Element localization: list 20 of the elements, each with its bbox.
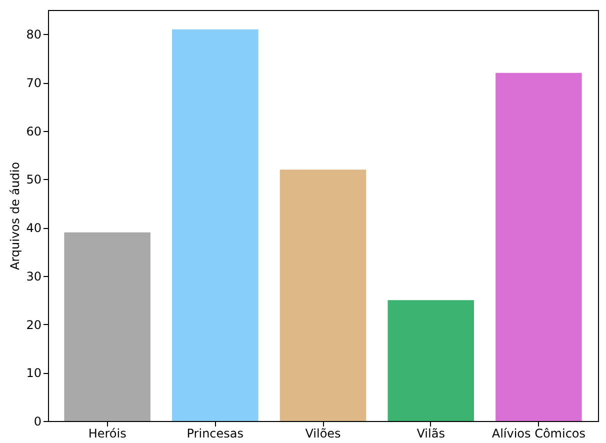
x-tick-label: Alívios Cômicos [492,426,586,440]
x-tick-label: Princesas [186,426,244,440]
y-tick-label: 60 [26,124,42,138]
x-tick-label: Vilões [305,426,341,440]
bar [388,300,474,421]
y-tick-label: 50 [26,172,42,187]
y-tick-label: 10 [26,366,42,380]
y-tick-label: 20 [26,318,42,332]
y-tick-label: 30 [26,269,42,284]
bar [280,170,366,421]
y-tick-label: 40 [26,221,42,236]
y-tick-label: 0 [34,414,42,428]
x-tick-label: Vilãs [416,426,445,440]
y-tick-label: 70 [26,76,42,90]
bar [496,72,582,421]
y-axis-title: Arquivos de áudio [8,162,22,270]
x-tick-label: Heróis [88,426,126,440]
bar [64,232,150,421]
bar [172,29,258,421]
y-tick-label: 80 [26,28,42,42]
